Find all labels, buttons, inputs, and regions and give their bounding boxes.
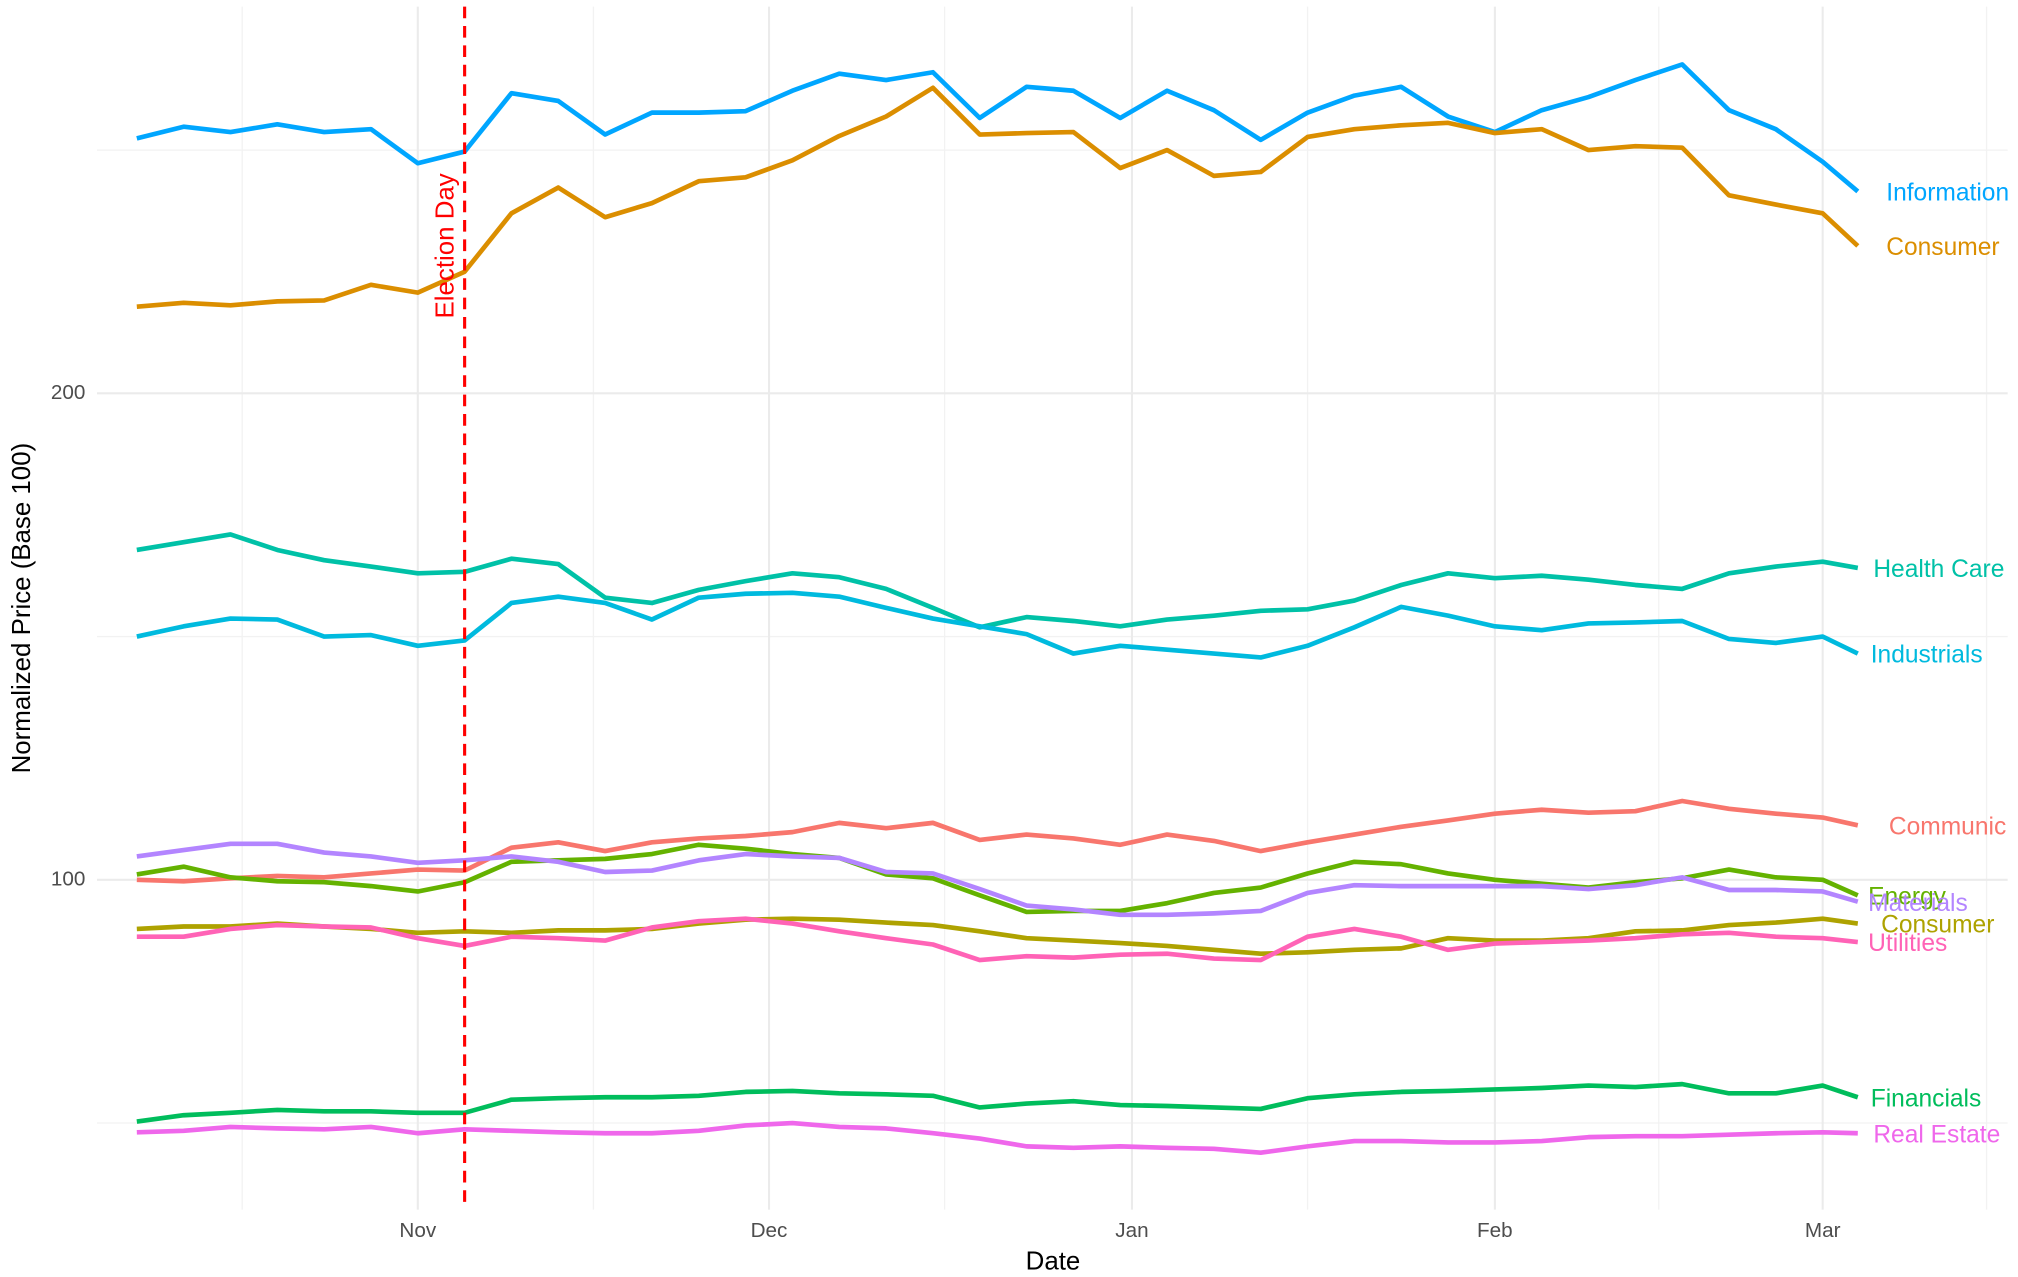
axes: 100 200 Nov Dec Jan Feb Mar: [51, 381, 1841, 1242]
series-label: Health Care: [1873, 556, 2004, 583]
series-label: Communic: [1889, 813, 2006, 840]
series-line: [136, 590, 1859, 660]
series-line: [136, 1081, 1859, 1124]
series-label: Financials: [1871, 1085, 1982, 1112]
annotation-label: Election Day: [431, 173, 459, 318]
series-label: Energy: [1868, 883, 1947, 910]
x-tick-label: Mar: [1805, 1219, 1841, 1242]
series-label: Materials: [1868, 890, 1968, 917]
series-label: Real Estate: [1873, 1121, 2000, 1148]
x-tick-label: Feb: [1477, 1219, 1513, 1242]
series-line: [136, 1120, 1858, 1156]
y-tick-label: 100: [51, 867, 86, 890]
series-line: [136, 842, 1859, 915]
series-label: Consumer: [1881, 912, 1994, 939]
x-tick-label: Jan: [1115, 1219, 1148, 1242]
series-labels: Information Consumer Health Care Industrial…: [1868, 180, 2009, 1149]
series-label: Information: [1886, 180, 2009, 207]
series-label: Utilities: [1868, 930, 1947, 957]
x-axis-title: Date: [1026, 1247, 1081, 1275]
x-tick-label: Nov: [399, 1219, 436, 1242]
series-label: Consumer: [1886, 234, 1999, 261]
y-tick-label: 200: [51, 381, 86, 404]
series-line: [136, 798, 1859, 884]
series-line: [136, 85, 1860, 310]
y-axis-title: Normalized Price (Base 100): [8, 443, 36, 774]
series-label: Industrials: [1871, 642, 1983, 669]
series-line: [136, 841, 1859, 918]
series-line: [136, 62, 1860, 194]
series-line: [136, 916, 1859, 963]
lines: Election Day: [136, 6, 1860, 1210]
series-line: [136, 532, 1859, 630]
x-tick-label: Dec: [751, 1219, 788, 1242]
series-line: [136, 916, 1859, 957]
